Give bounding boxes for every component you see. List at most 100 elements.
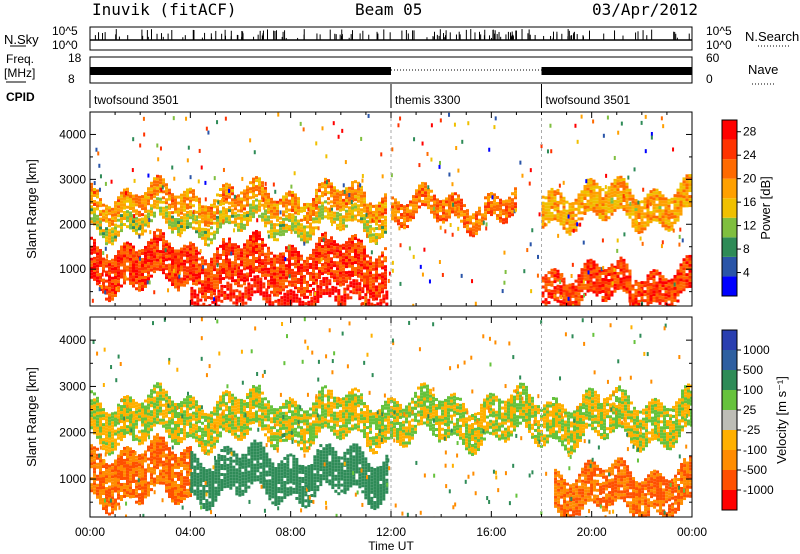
data-cell bbox=[342, 273, 345, 277]
data-cell bbox=[285, 210, 288, 214]
data-cell bbox=[342, 276, 345, 280]
data-cell bbox=[135, 212, 138, 216]
data-cell bbox=[375, 270, 378, 274]
data-cell bbox=[348, 198, 351, 202]
data-cell bbox=[126, 265, 129, 269]
data-cell bbox=[568, 220, 572, 224]
data-cell bbox=[369, 214, 372, 218]
data-cell bbox=[616, 263, 620, 267]
data-cell bbox=[357, 253, 360, 257]
data-cell bbox=[315, 226, 318, 230]
data-cell bbox=[688, 269, 692, 273]
data-cell bbox=[682, 261, 686, 265]
data-cell bbox=[306, 220, 309, 224]
data-cell bbox=[664, 302, 668, 306]
data-cell bbox=[201, 256, 204, 260]
data-cell bbox=[682, 183, 686, 187]
data-cell bbox=[688, 186, 692, 190]
data-cell bbox=[288, 253, 291, 257]
data-cell bbox=[171, 409, 174, 413]
data-cell bbox=[141, 282, 144, 286]
data-cell bbox=[171, 227, 174, 231]
data-cell bbox=[487, 202, 490, 206]
data-cell bbox=[384, 205, 387, 209]
data-cell bbox=[369, 295, 372, 299]
data-cell bbox=[235, 304, 239, 306]
data-cell bbox=[204, 208, 207, 212]
data-cell bbox=[375, 232, 378, 236]
data-cell bbox=[586, 277, 590, 281]
data-cell bbox=[183, 205, 186, 209]
data-cell bbox=[562, 214, 566, 218]
y-tick-label: 2000 bbox=[59, 217, 86, 231]
data-cell bbox=[90, 245, 93, 249]
data-cell bbox=[610, 191, 614, 195]
data-cell bbox=[349, 284, 353, 288]
data-cell bbox=[649, 220, 653, 224]
data-cell bbox=[345, 265, 348, 269]
data-cell bbox=[318, 240, 321, 244]
data-cell bbox=[117, 202, 120, 206]
data-cell bbox=[616, 275, 620, 279]
data-cell bbox=[502, 221, 505, 225]
data-cell bbox=[111, 448, 114, 452]
data-cell bbox=[240, 260, 243, 264]
data-cell bbox=[541, 291, 545, 295]
data-cell bbox=[598, 195, 602, 199]
data-cell bbox=[229, 283, 233, 287]
data-cell bbox=[574, 225, 578, 229]
data-cell bbox=[562, 277, 566, 281]
data-cell bbox=[183, 222, 186, 226]
data-cell bbox=[123, 428, 126, 432]
data-cell bbox=[126, 268, 129, 272]
data-cell bbox=[288, 190, 291, 194]
data-cell bbox=[183, 190, 186, 194]
data-cell bbox=[541, 201, 545, 205]
data-cell bbox=[252, 203, 255, 207]
data-cell bbox=[255, 268, 258, 272]
data-cell bbox=[213, 199, 216, 203]
data-cell bbox=[460, 210, 463, 214]
data-speck bbox=[374, 240, 377, 245]
data-cell bbox=[291, 202, 294, 206]
data-cell bbox=[439, 206, 442, 210]
data-cell bbox=[114, 444, 117, 448]
data-speck bbox=[650, 135, 653, 140]
data-cell bbox=[271, 310, 274, 313]
data-cell bbox=[343, 287, 347, 291]
data-cell bbox=[226, 287, 230, 291]
data-cell bbox=[147, 262, 150, 266]
data-cell bbox=[105, 439, 108, 443]
data-cell bbox=[210, 215, 213, 219]
data-cell bbox=[229, 298, 233, 302]
data-cell bbox=[153, 252, 156, 256]
data-cell bbox=[123, 413, 126, 417]
data-cell bbox=[199, 311, 202, 314]
data-cell bbox=[625, 197, 629, 201]
data-speck bbox=[408, 246, 411, 251]
data-cell bbox=[436, 210, 439, 214]
data-cell bbox=[253, 281, 257, 285]
data-cell bbox=[592, 179, 596, 183]
data-cell bbox=[141, 402, 144, 406]
data-cell bbox=[553, 199, 557, 203]
data-cell bbox=[216, 247, 219, 251]
data-cell bbox=[661, 224, 665, 228]
data-cell bbox=[670, 281, 674, 285]
data-cell bbox=[207, 206, 210, 210]
data-cell bbox=[306, 271, 309, 275]
data-cell bbox=[231, 246, 234, 250]
data-cell bbox=[174, 204, 177, 208]
data-cell bbox=[171, 268, 174, 272]
data-cell bbox=[138, 436, 141, 440]
data-cell bbox=[183, 262, 186, 266]
data-cell bbox=[162, 397, 165, 401]
data-cell bbox=[108, 260, 111, 264]
data-cell bbox=[384, 286, 387, 290]
data-cell bbox=[384, 211, 387, 215]
data-cell bbox=[381, 209, 384, 213]
data-cell bbox=[213, 283, 216, 287]
data-cell bbox=[120, 429, 123, 433]
data-cell bbox=[351, 261, 354, 265]
data-cell bbox=[445, 197, 448, 201]
